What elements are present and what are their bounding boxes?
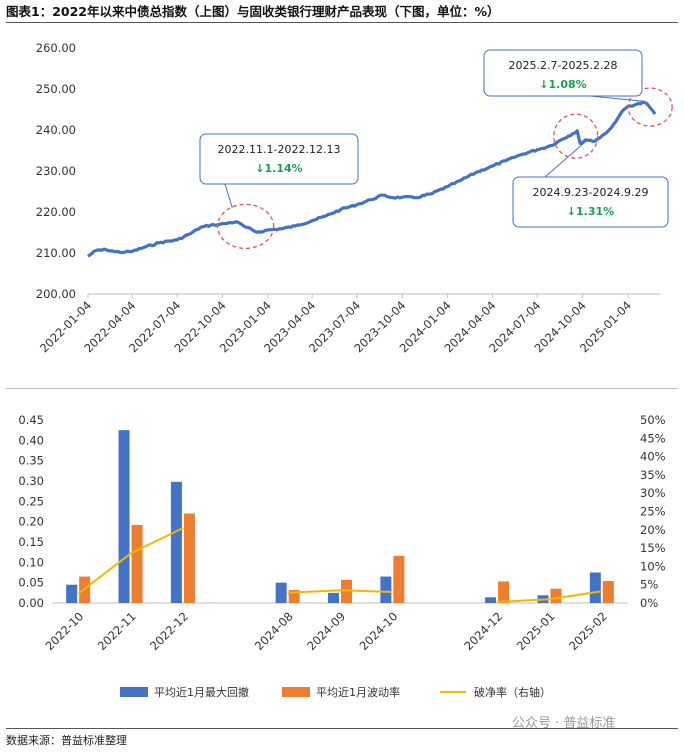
highlight-circle bbox=[553, 113, 599, 159]
bar bbox=[131, 524, 143, 603]
right-y-tick-label: 40% bbox=[640, 450, 666, 464]
left-y-tick-label: 0.15 bbox=[18, 535, 44, 549]
left-y-tick-label: 0.40 bbox=[18, 433, 44, 447]
bottom-right-y-axis-ticks: 0% 5% 10% 15% 20% 25% 30% 35% 40% 45% 50% bbox=[640, 413, 666, 610]
y-tick-label: 210.00 bbox=[36, 246, 76, 260]
callout-pointer bbox=[544, 139, 588, 178]
bar bbox=[485, 597, 497, 603]
legend-item: 破净率（右轴） bbox=[440, 685, 551, 699]
bar bbox=[498, 581, 510, 603]
highlight-circle bbox=[627, 87, 673, 127]
y-tick-label: 250.00 bbox=[36, 82, 76, 96]
right-y-tick-label: 0% bbox=[640, 596, 658, 610]
right-y-tick-label: 5% bbox=[640, 578, 658, 592]
x-tick-label: 2025-02 bbox=[566, 609, 610, 653]
bar bbox=[550, 588, 562, 603]
left-y-tick-label: 0.10 bbox=[18, 555, 44, 569]
left-y-tick-label: 0.05 bbox=[18, 576, 44, 590]
callout-change: ↓1.08% bbox=[539, 78, 586, 91]
right-y-tick-label: 30% bbox=[640, 486, 666, 500]
top-y-axis-ticks: 200.00 210.00 220.00 230.00 240.00 250.00 260.… bbox=[36, 41, 76, 301]
left-y-tick-label: 0.00 bbox=[18, 596, 44, 610]
legend-swatch bbox=[282, 687, 310, 697]
break-net-rate-line-series bbox=[77, 527, 602, 603]
top-x-axis-ticks: 2022-01-042022-04-042022-07-042022-10-04… bbox=[37, 294, 634, 355]
footer-divider bbox=[6, 728, 678, 729]
legend-label: 破净率（右轴） bbox=[474, 685, 551, 699]
x-tick-label: 2024-09 bbox=[304, 609, 348, 653]
right-y-tick-label: 45% bbox=[640, 431, 666, 445]
bar bbox=[288, 589, 300, 603]
bar bbox=[602, 581, 614, 603]
callout-frame bbox=[199, 133, 359, 185]
y-tick-label: 200.00 bbox=[36, 287, 76, 301]
break-net-rate-line bbox=[77, 527, 184, 595]
drawdown-highlight-circles bbox=[217, 87, 673, 250]
chart-separator bbox=[6, 388, 678, 389]
left-y-tick-label: 0.35 bbox=[18, 454, 44, 468]
bottom-x-axis-ticks: 2022-10 2022-11 2022-12 2024-08 2024-09 2024-… bbox=[42, 609, 610, 653]
x-tick-label: 2022-10 bbox=[42, 609, 86, 653]
wealth-product-bar-chart: 0.00 0.05 0.10 0.15 0.20 0.25 0.30 0.35 0.40 0.45… bbox=[18, 413, 666, 699]
right-y-tick-label: 20% bbox=[640, 523, 666, 537]
left-y-tick-label: 0.25 bbox=[18, 494, 44, 508]
bar bbox=[380, 576, 392, 603]
right-y-tick-label: 15% bbox=[640, 541, 666, 555]
x-tick-label: 2022-11 bbox=[95, 609, 139, 653]
legend-label: 平均近1月最大回撤 bbox=[154, 685, 249, 699]
legend-item: 平均近1月最大回撤 bbox=[120, 685, 249, 699]
data-source-note: 数据来源：普益标准整理 bbox=[6, 734, 127, 747]
highlight-circle bbox=[217, 203, 275, 250]
x-tick-label: 2024-12 bbox=[461, 609, 505, 653]
bar bbox=[170, 481, 182, 603]
bond-index-series-line bbox=[87, 100, 657, 258]
legend: 平均近1月最大回撤 平均近1月波动率 破净率（右轴） bbox=[120, 685, 551, 699]
callout-pointer bbox=[589, 95, 644, 102]
right-y-tick-label: 35% bbox=[640, 468, 666, 482]
callout-frame bbox=[483, 49, 643, 97]
y-tick-label: 260.00 bbox=[36, 41, 76, 55]
y-tick-label: 230.00 bbox=[36, 164, 76, 178]
callout-box: 2024.9.23-2024.9.29 ↓1.31% bbox=[512, 139, 669, 228]
callout-box: 2025.2.7-2025.2.28 ↓1.08% bbox=[483, 49, 644, 102]
bar bbox=[66, 584, 78, 603]
y-tick-label: 240.00 bbox=[36, 123, 76, 137]
callout-date-range: 2024.9.23-2024.9.29 bbox=[533, 186, 649, 199]
bar bbox=[393, 555, 405, 603]
right-y-tick-label: 10% bbox=[640, 559, 666, 573]
callout-frame bbox=[512, 176, 669, 228]
callout-pointer bbox=[224, 183, 233, 208]
bar bbox=[589, 572, 601, 603]
x-tick-label: 2022-12 bbox=[147, 609, 191, 653]
bottom-left-y-axis-ticks: 0.00 0.05 0.10 0.15 0.20 0.25 0.30 0.35 0.40 0.45 bbox=[18, 413, 628, 610]
y-tick-label: 220.00 bbox=[36, 205, 76, 219]
bond-index-line-chart: 200.00 210.00 220.00 230.00 240.00 250.00 260.… bbox=[36, 41, 673, 355]
callout-date-range: 2022.11.1-2022.12.13 bbox=[218, 143, 341, 156]
callout-box: 2022.11.1-2022.12.13 ↓1.14% bbox=[199, 133, 359, 208]
right-y-tick-label: 50% bbox=[640, 413, 666, 427]
legend-label: 平均近1月波动率 bbox=[316, 685, 400, 699]
left-y-tick-label: 0.45 bbox=[18, 413, 44, 427]
left-y-tick-label: 0.30 bbox=[18, 474, 44, 488]
bar bbox=[328, 592, 339, 603]
bar bbox=[275, 582, 287, 603]
bar bbox=[183, 513, 195, 603]
legend-swatch bbox=[120, 687, 148, 697]
bar bbox=[118, 430, 130, 603]
watermark: 公众号 · 普益标准 bbox=[512, 716, 616, 731]
right-y-tick-label: 25% bbox=[640, 505, 666, 519]
left-y-tick-label: 0.20 bbox=[18, 515, 44, 529]
callout-date-range: 2025.2.7-2025.2.28 bbox=[509, 59, 618, 72]
legend-item: 平均近1月波动率 bbox=[282, 685, 400, 699]
callout-change: ↓1.14% bbox=[255, 162, 302, 175]
x-tick-label: 2024-10 bbox=[357, 609, 401, 653]
bar-series bbox=[66, 430, 614, 603]
break-net-rate-line bbox=[497, 590, 602, 603]
callout-change: ↓1.31% bbox=[567, 205, 614, 218]
chart-title: 图表1：2022年以来中债总指数（上图）与固收类银行理财产品表现（下图，单位：%… bbox=[6, 2, 678, 23]
break-net-rate-line bbox=[287, 589, 393, 594]
callout-boxes: 2022.11.1-2022.12.13 ↓1.14% 2024.9.23-2024… bbox=[199, 49, 669, 228]
x-tick-label: 2024-08 bbox=[252, 609, 296, 653]
x-tick-label: 2025-01 bbox=[514, 609, 558, 653]
